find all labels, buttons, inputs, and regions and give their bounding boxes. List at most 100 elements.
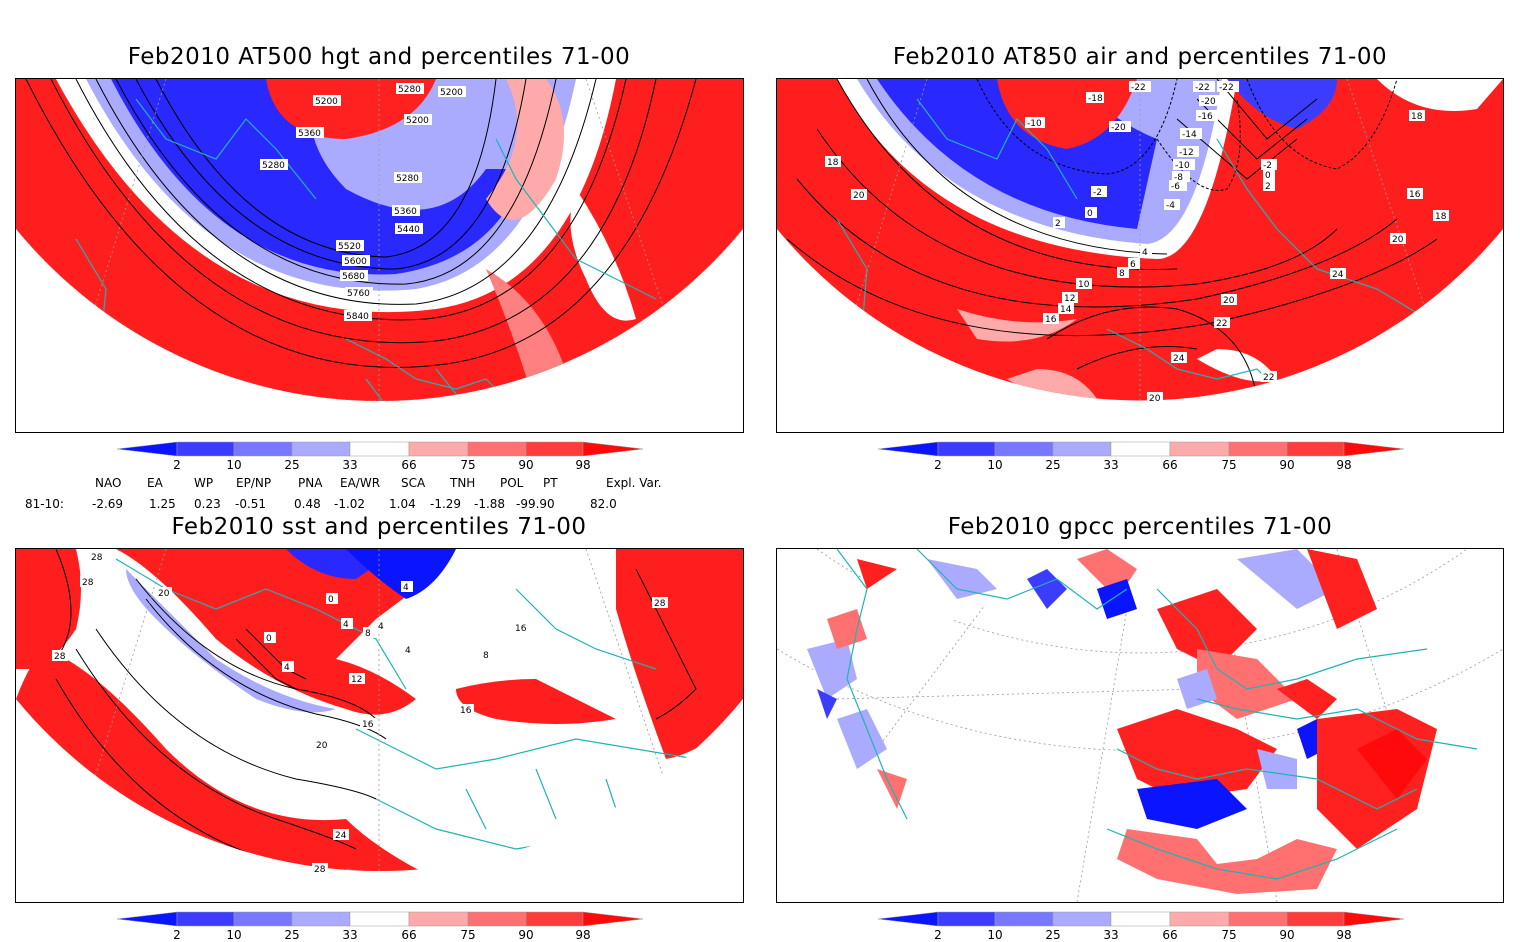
colorbar-swatch xyxy=(937,441,996,457)
index-value-wp: 0.23 xyxy=(194,497,221,511)
colorbar-swatches xyxy=(116,911,644,927)
colorbar-hgt500: 2 10 25 33 66 75 90 98 xyxy=(116,440,644,474)
colorbar-swatch xyxy=(877,441,939,457)
svg-text:28: 28 xyxy=(91,553,103,563)
svg-text:5680: 5680 xyxy=(342,272,365,282)
colorbar-swatch xyxy=(176,911,235,927)
svg-text:-8: -8 xyxy=(1174,173,1183,183)
colorbar-tick-label: 25 xyxy=(1045,458,1061,472)
air-contour-labels: -18 -22 -22 -22 -20 -10 -20 -16 -14 -12 … xyxy=(825,81,1449,404)
colorbar-tick-label: 2 xyxy=(173,928,181,942)
index-value-pt: -99.90 xyxy=(516,497,555,511)
colorbar-swatches xyxy=(877,911,1405,927)
sst-contour-labels: 28 28 28 20 0 0 4 4 8 4 4 12 16 20 24 28… xyxy=(52,551,668,875)
svg-text:-6: -6 xyxy=(1171,182,1180,192)
index-header-ea: EA xyxy=(147,476,163,490)
index-value-ea: 1.25 xyxy=(149,497,176,511)
svg-text:4: 4 xyxy=(343,620,349,630)
map-panel-gpcc xyxy=(776,548,1504,903)
colorbar-tick-label: 10 xyxy=(987,928,1003,942)
panel-2-title: Feb2010 AT850 air and percentiles 71-00 xyxy=(892,44,1388,70)
index-value-epnp: -0.51 xyxy=(235,497,267,511)
svg-text:-16: -16 xyxy=(1198,112,1213,122)
svg-text:0: 0 xyxy=(266,634,272,644)
colorbar-swatch xyxy=(1052,911,1112,927)
colorbar-swatch xyxy=(233,911,293,927)
colorbar-swatch xyxy=(994,911,1054,927)
colorbar-swatch xyxy=(176,441,235,457)
svg-text:24: 24 xyxy=(335,831,347,841)
colorbar-tick-label: 33 xyxy=(1103,928,1119,942)
svg-text:-18: -18 xyxy=(1088,94,1103,104)
colorbar-tick-label: 98 xyxy=(575,928,591,942)
colorbar-tick-label: 98 xyxy=(1336,458,1352,472)
colorbar-tick-label: 75 xyxy=(1221,458,1237,472)
colorbar-swatch xyxy=(1343,441,1405,457)
svg-text:-2: -2 xyxy=(1263,161,1272,171)
svg-text:18: 18 xyxy=(827,158,839,168)
colorbar-tick-label: 10 xyxy=(987,458,1003,472)
colorbar-swatches xyxy=(877,441,1405,457)
svg-text:28: 28 xyxy=(82,578,94,588)
svg-text:-20: -20 xyxy=(1201,97,1216,107)
colorbar-tick-label: 2 xyxy=(173,458,181,472)
colorbar-swatch xyxy=(582,911,644,927)
svg-text:12: 12 xyxy=(1064,294,1075,304)
svg-text:16: 16 xyxy=(362,720,374,730)
index-value-eawr: -1.02 xyxy=(334,497,366,511)
colorbar-tick-label: 66 xyxy=(1162,458,1178,472)
svg-text:-20: -20 xyxy=(1111,123,1126,133)
svg-text:-22: -22 xyxy=(1131,83,1146,93)
svg-text:0: 0 xyxy=(1265,171,1271,181)
svg-text:10: 10 xyxy=(1078,280,1090,290)
index-value-sca: 1.04 xyxy=(389,497,416,511)
colorbar-tick-label: 90 xyxy=(518,458,534,472)
colorbar-swatch xyxy=(116,911,178,927)
svg-text:5200: 5200 xyxy=(315,97,338,107)
index-header-explvar: Expl. Var. xyxy=(606,476,662,490)
colorbar-swatch xyxy=(1286,441,1345,457)
colorbar-swatch xyxy=(349,441,410,457)
svg-text:28: 28 xyxy=(654,599,666,609)
colorbar-tick-label: 98 xyxy=(575,458,591,472)
panel-3-title: Feb2010 sst and percentiles 71-00 xyxy=(171,514,587,540)
colorbar-air850: 2 10 25 33 66 75 90 98 xyxy=(877,440,1405,474)
hgt-contour-labels: 5200 5280 5200 5200 5360 5280 5280 5360 … xyxy=(260,83,466,322)
map-panel-hgt500: 5200 5280 5200 5200 5360 5280 5280 5360 … xyxy=(15,78,744,433)
colorbar-tick-label: 10 xyxy=(226,928,242,942)
colorbar-tick-label: 25 xyxy=(1045,928,1061,942)
index-header-pt: PT xyxy=(543,476,558,490)
index-header-epnp: EP/NP xyxy=(236,476,272,490)
svg-text:20: 20 xyxy=(158,589,170,599)
svg-text:5840: 5840 xyxy=(346,312,369,322)
svg-text:-14: -14 xyxy=(1182,130,1197,140)
colorbar-tick-label: 75 xyxy=(460,458,476,472)
index-header-eawr: EA/WR xyxy=(340,476,381,490)
svg-text:5200: 5200 xyxy=(406,116,429,126)
svg-text:-12: -12 xyxy=(1179,148,1194,158)
svg-text:2: 2 xyxy=(1055,219,1061,229)
colorbar-swatch xyxy=(1286,911,1345,927)
colorbar-tick-label: 98 xyxy=(1336,928,1352,942)
colorbar-tick-label: 66 xyxy=(401,458,417,472)
index-header-sca: SCA xyxy=(401,476,426,490)
svg-text:0: 0 xyxy=(1087,209,1093,219)
colorbar-sst: 2 10 25 33 66 75 90 98 xyxy=(116,910,644,942)
svg-text:2: 2 xyxy=(1265,182,1271,192)
svg-text:5280: 5280 xyxy=(262,161,285,171)
svg-text:16: 16 xyxy=(460,706,472,716)
colorbar-tick-label: 66 xyxy=(401,928,417,942)
colorbar-swatch xyxy=(582,441,644,457)
svg-text:20: 20 xyxy=(1223,296,1235,306)
colorbar-tick-label: 66 xyxy=(1162,928,1178,942)
colorbar-swatch xyxy=(291,441,351,457)
svg-text:12: 12 xyxy=(351,675,362,685)
colorbar-swatches xyxy=(116,441,644,457)
colorbar-swatch xyxy=(408,911,469,927)
colorbar-tick-label: 2 xyxy=(934,928,942,942)
colorbar-swatch xyxy=(1052,441,1112,457)
colorbar-gpcc: 2 10 25 33 66 75 90 98 xyxy=(877,910,1405,942)
colorbar-swatch xyxy=(1169,911,1230,927)
svg-text:16: 16 xyxy=(515,624,527,634)
svg-text:28: 28 xyxy=(314,865,326,875)
